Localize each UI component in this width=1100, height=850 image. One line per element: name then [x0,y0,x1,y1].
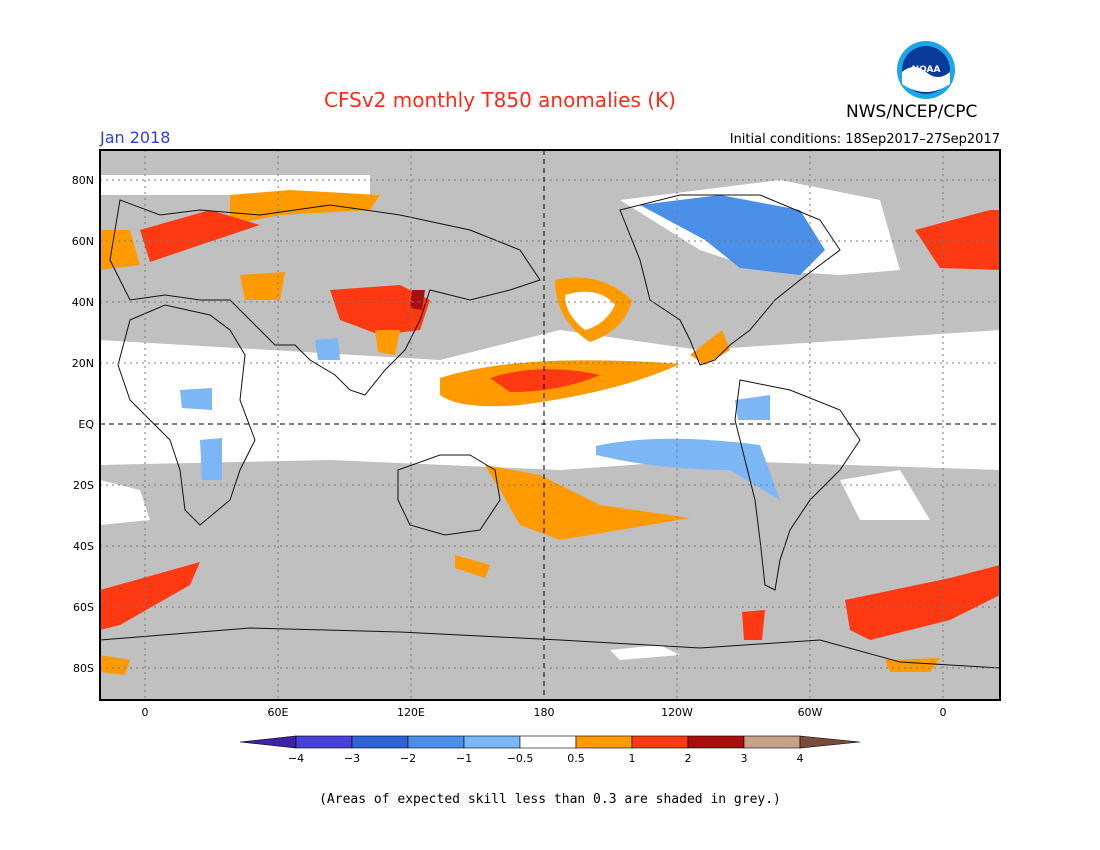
colorbar-label: −3 [343,752,361,765]
arctic-white [100,175,370,195]
colorbar-label: 4 [796,752,804,765]
colorbar-swatch [575,735,633,749]
colorbar-label: −0.5 [506,752,534,765]
lon-label: 0 [141,706,149,719]
colorbar-swatch [631,735,689,749]
pacific-strong-anomaly [490,369,600,392]
organization-label: NWS/NCEP/CPC [846,102,978,122]
initial-conditions: Initial conditions: 18Sep2017–27Sep2017 [729,132,1000,147]
colorbar-swatch [407,735,465,749]
north-atlantic-warm-anomaly [915,210,1000,270]
colorbar-swatch [743,735,801,749]
colorbar-swatch [519,735,577,749]
lon-label: 180 [533,706,555,719]
lat-label: 20S [73,479,94,492]
colorbar-label: 2 [684,752,692,765]
colorbar-label: 3 [740,752,748,765]
lat-label: 80N [71,174,94,187]
colorbar-label: 1 [628,752,636,765]
colorbar-swatch [463,735,521,749]
australia-warm-anomaly [485,465,690,540]
lon-label: 0 [939,706,947,719]
map-frame [99,149,1001,701]
colorbar-label: −4 [287,752,305,765]
graticule [100,150,1000,700]
lat-label: 60S [73,601,94,614]
colorbar-label: 0.5 [567,752,585,765]
lat-label: 60N [71,235,94,248]
colorbar-swatch [239,735,297,749]
europe-warm-anomaly [140,210,260,262]
coastlines [100,194,1000,669]
siberia-warm-anomaly [230,190,380,225]
lat-label: EQ [78,418,94,431]
colorbar-label: −1 [455,752,473,765]
colorbar [239,735,861,749]
colorbar-swatch [295,735,353,749]
lon-label: 120W [661,706,693,719]
noaa-logo-icon: NOAA [897,41,955,99]
lat-label: 40S [73,540,94,553]
lat-label: 40N [71,296,94,309]
skill-footnote: (Areas of expected skill less than 0.3 a… [319,792,781,807]
south-pacific-cold-anomaly [596,438,780,500]
colorbar-label: −2 [399,752,417,765]
lon-label: 120E [397,706,425,719]
colorbar-swatch [351,735,409,749]
forecast-month: Jan 2018 [100,128,171,147]
south-atlantic-warm-anomaly [845,565,1000,640]
colorbar-swatch [687,735,745,749]
colorbar-swatch [799,735,861,749]
east-asia-warm-anomaly [330,285,430,335]
lat-label: 80S [73,662,94,675]
logo-lettering: NOAA [912,65,941,75]
lon-label: 60W [797,706,823,719]
canada-cold-anomaly [640,195,825,275]
lat-label: 20N [71,357,94,370]
lon-label: 60E [267,706,289,719]
chart-title: CFSv2 monthly T850 anomalies (K) [324,88,676,112]
southern-indian-warm-anomaly [100,562,200,630]
